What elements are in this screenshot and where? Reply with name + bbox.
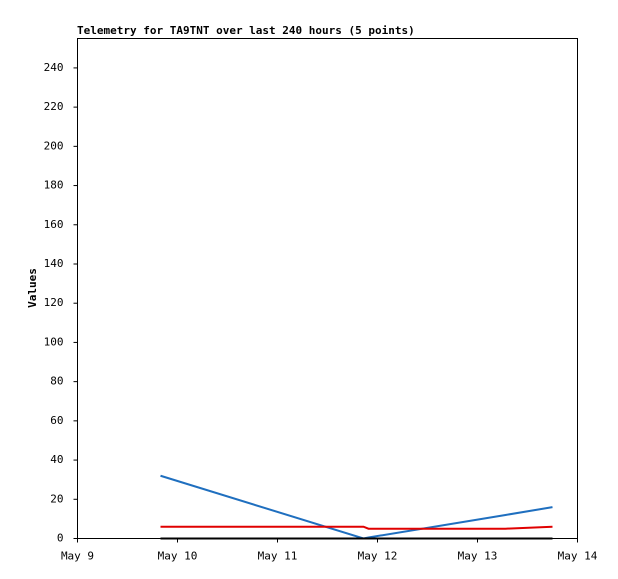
y-tick-label: 220 <box>44 100 64 113</box>
y-tick-label: 120 <box>44 296 64 309</box>
series-line <box>160 525 553 530</box>
y-tick-label: 60 <box>50 414 63 427</box>
y-axis-label: Values <box>26 268 39 308</box>
y-tick-label: 140 <box>44 257 64 270</box>
y-tick-label: 200 <box>44 139 64 152</box>
x-tick-label: May 14 <box>558 550 598 563</box>
y-tick-label: 80 <box>50 375 63 388</box>
x-tick-label: May 10 <box>158 550 198 563</box>
y-tick-label: 0 <box>57 532 64 545</box>
y-tick-label: 240 <box>44 61 64 74</box>
x-tick-label: May 11 <box>258 550 298 563</box>
y-tick-label: 180 <box>44 179 64 192</box>
y-tick-label: 40 <box>50 453 63 466</box>
y-tick-label: 160 <box>44 218 64 231</box>
x-tick-label: May 9 <box>61 550 94 563</box>
y-tick-label: 100 <box>44 335 64 348</box>
x-tick-label: May 12 <box>358 550 398 563</box>
y-tick-label: 20 <box>50 492 63 505</box>
x-tick-label: May 13 <box>458 550 498 563</box>
chart-title: Telemetry for TA9TNT over last 240 hours… <box>77 24 415 37</box>
